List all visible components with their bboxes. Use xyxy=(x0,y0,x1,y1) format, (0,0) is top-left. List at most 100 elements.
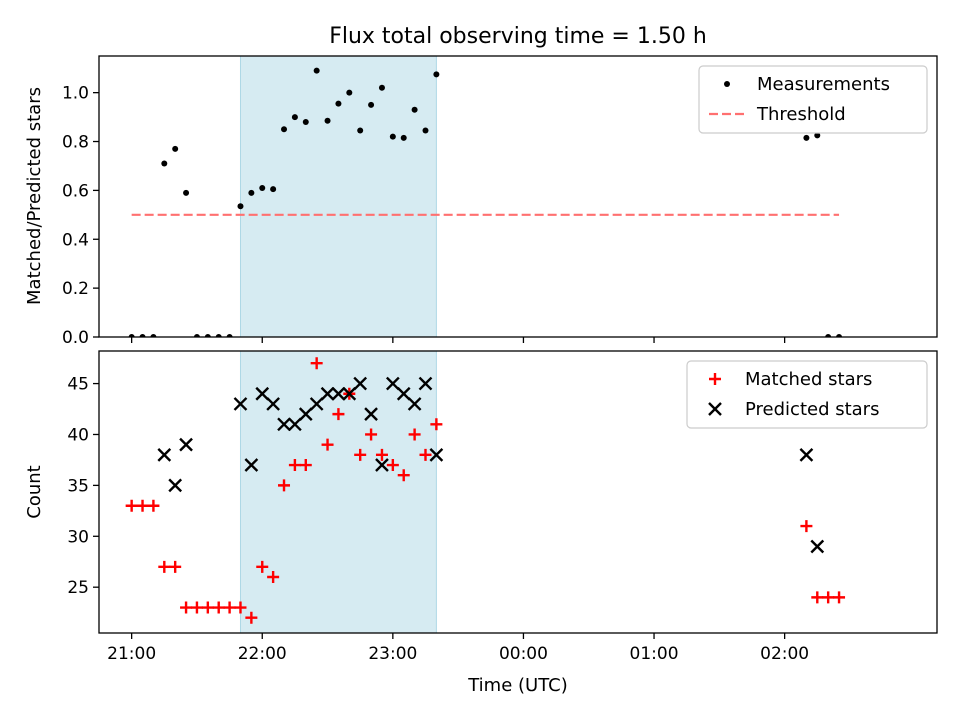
predicted-stars-point xyxy=(168,478,183,493)
legend-box xyxy=(698,65,928,134)
matched-stars-point xyxy=(833,591,846,604)
measurement-point xyxy=(335,100,342,107)
observing-window-shade xyxy=(239,55,437,338)
matched-stars-point xyxy=(212,601,225,614)
predicted-stars-point xyxy=(277,417,291,432)
y-tick-label: 40 xyxy=(67,425,89,445)
matched-stars-point xyxy=(408,428,421,441)
measurement-point xyxy=(291,114,298,121)
measurement-point xyxy=(368,101,375,108)
measurement-point xyxy=(270,186,277,193)
measurement-point xyxy=(161,160,168,167)
measurement-point xyxy=(825,334,832,337)
y-tick-label: 0.2 xyxy=(62,279,89,299)
y-tick-label: 1.0 xyxy=(62,84,89,104)
bottom-y-axis-label: Count xyxy=(24,465,45,518)
predicted-stars-point xyxy=(353,376,368,391)
measurement-point xyxy=(215,334,222,337)
y-tick-label: 25 xyxy=(67,578,89,598)
predicted-stars-point xyxy=(331,386,346,401)
legend-box xyxy=(686,360,928,429)
measurement-point xyxy=(803,134,810,141)
y-tick-label: 45 xyxy=(67,375,89,395)
x-tick-label: 00:00 xyxy=(499,644,548,664)
measurement-point xyxy=(378,84,385,91)
matched-stars-point xyxy=(190,601,203,614)
predicted-stars-point xyxy=(266,397,280,411)
plot-area-1 xyxy=(128,67,843,337)
x-tick-label: 22:00 xyxy=(238,644,287,664)
legend-matched-swatch xyxy=(709,373,721,385)
plot-area-2 xyxy=(125,357,846,624)
x-tick-label: 02:00 xyxy=(760,644,809,664)
matched-stars-point xyxy=(419,448,432,461)
matched-stars-point xyxy=(321,438,334,451)
measurement-point xyxy=(313,67,320,74)
measurement-point xyxy=(400,134,407,141)
matched-stars-point xyxy=(234,601,247,614)
measurement-point xyxy=(357,127,364,134)
measurement-point xyxy=(302,118,309,125)
predicted-stars-point xyxy=(385,376,400,391)
measurement-point xyxy=(324,117,331,124)
predicted-stars-point xyxy=(233,397,248,411)
predicted-stars-point xyxy=(179,437,193,452)
legend-measurement-swatch xyxy=(724,81,730,87)
matched-stars-point xyxy=(365,428,378,441)
matched-stars-point xyxy=(147,499,160,512)
legend-label: Threshold xyxy=(756,104,846,125)
predicted-stars-point xyxy=(255,386,270,401)
panel-1: 0.0 0.2 0.4 0.6 0.8 1.0 Measurements Threshold xyxy=(62,55,938,348)
matched-stars-point xyxy=(158,560,171,573)
predicted-stars-point xyxy=(799,447,814,462)
matched-stars-point xyxy=(386,459,399,472)
measurement-point xyxy=(259,184,266,191)
matched-stars-point xyxy=(800,520,813,533)
y-tick-label: 35 xyxy=(67,476,89,496)
predicted-stars-point xyxy=(244,458,259,472)
predicted-stars-point xyxy=(396,386,411,401)
matched-stars-point xyxy=(332,408,345,421)
legend-label: Predicted stars xyxy=(745,399,879,420)
y-tick-label: 0.6 xyxy=(62,181,89,201)
matched-stars-point xyxy=(267,571,280,584)
predicted-stars-point xyxy=(364,407,378,421)
measurement-point xyxy=(226,334,233,337)
matched-stars-point xyxy=(811,591,824,604)
y-tick-label: 30 xyxy=(67,527,89,547)
top-y-axis-label: Matched/Predicted stars xyxy=(24,87,45,305)
measurement-point xyxy=(346,89,353,96)
measurement-point xyxy=(172,145,179,152)
legend-label: Matched stars xyxy=(745,369,872,390)
matched-stars-point xyxy=(245,611,258,624)
matched-stars-point xyxy=(299,459,312,472)
matched-stars-point xyxy=(375,448,388,461)
measurement-point xyxy=(389,133,396,140)
measurement-point xyxy=(411,106,418,113)
measurement-point xyxy=(814,132,821,139)
predicted-stars-point xyxy=(309,397,324,411)
panel-frame xyxy=(98,350,938,634)
measurement-point xyxy=(183,189,190,196)
matched-stars-point xyxy=(288,459,301,472)
predicted-stars-point xyxy=(342,386,357,401)
matched-stars-point xyxy=(397,469,410,482)
panel-2: 25 30 35 40 45 21:00 22:00 23:00 00:00 01:00 02:00… xyxy=(67,350,938,664)
measurement-point xyxy=(281,126,288,133)
y-tick-label: 0.4 xyxy=(62,230,89,250)
y-tick-label: 0.8 xyxy=(62,133,89,153)
legend-predicted-swatch xyxy=(708,402,722,416)
y-tick-label: 0.0 xyxy=(62,328,89,348)
matched-stars-point xyxy=(354,448,367,461)
x-tick-label: 21:00 xyxy=(107,644,156,664)
legend-2: Matched stars Predicted stars xyxy=(686,360,928,429)
matched-stars-point xyxy=(310,357,323,370)
chart-title: Flux total observing time = 1.50 h xyxy=(329,24,707,49)
measurement-point xyxy=(139,334,146,337)
matched-stars-point xyxy=(256,560,269,573)
measurement-point xyxy=(237,203,244,210)
x-tick-label: 23:00 xyxy=(368,644,417,664)
predicted-stars-point xyxy=(298,407,313,421)
matched-stars-point xyxy=(180,601,193,614)
